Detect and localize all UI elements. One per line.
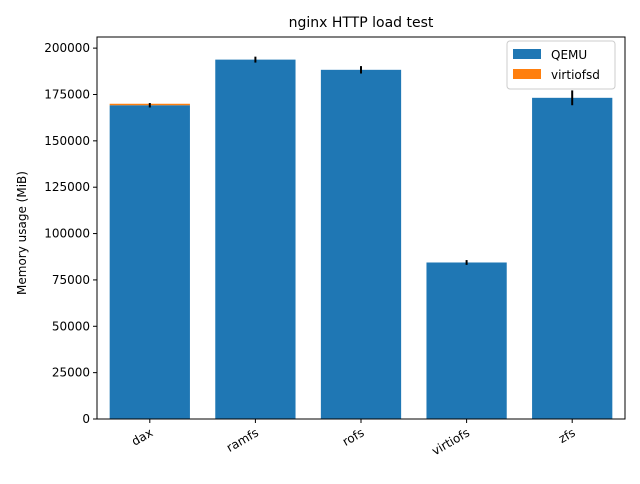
legend-label-virtiofsd: virtiofsd bbox=[551, 68, 600, 82]
legend-swatch-virtiofsd bbox=[513, 69, 541, 79]
y-tick-label: 0 bbox=[82, 412, 90, 426]
y-tick-label: 25000 bbox=[52, 366, 90, 380]
y-tick-label: 75000 bbox=[52, 273, 90, 287]
legend-swatch-qemu bbox=[513, 49, 541, 59]
x-tick-label: rofs bbox=[340, 425, 366, 448]
x-tick-label: zfs bbox=[556, 425, 578, 446]
x-tick-label: virtiofs bbox=[429, 425, 472, 458]
legend: QEMU virtiofsd bbox=[506, 40, 616, 90]
y-axis-label: Memory usage (MiB) bbox=[15, 171, 29, 295]
legend-label-qemu: QEMU bbox=[551, 48, 587, 62]
bar-qemu-zfs bbox=[532, 97, 613, 419]
x-tick-label: ramfs bbox=[224, 425, 261, 454]
y-tick-label: 150000 bbox=[44, 134, 90, 148]
plot-area: 0 25000 50000 75000 100000 125000 150000 175000… bbox=[44, 36, 626, 458]
y-tick-label: 125000 bbox=[44, 180, 90, 194]
y-tick-label: 200000 bbox=[44, 41, 90, 55]
y-tick-label: 100000 bbox=[44, 227, 90, 241]
x-tick-label: dax bbox=[129, 425, 155, 448]
y-tick-label: 50000 bbox=[52, 319, 90, 333]
bar-qemu-ramfs bbox=[215, 59, 296, 420]
bar-qemu-rofs bbox=[320, 69, 402, 419]
bar-qemu-virtiofs bbox=[426, 262, 507, 419]
bar-qemu-dax bbox=[109, 105, 190, 420]
chart-title: nginx HTTP load test bbox=[289, 15, 434, 31]
y-tick-label: 175000 bbox=[44, 87, 90, 101]
